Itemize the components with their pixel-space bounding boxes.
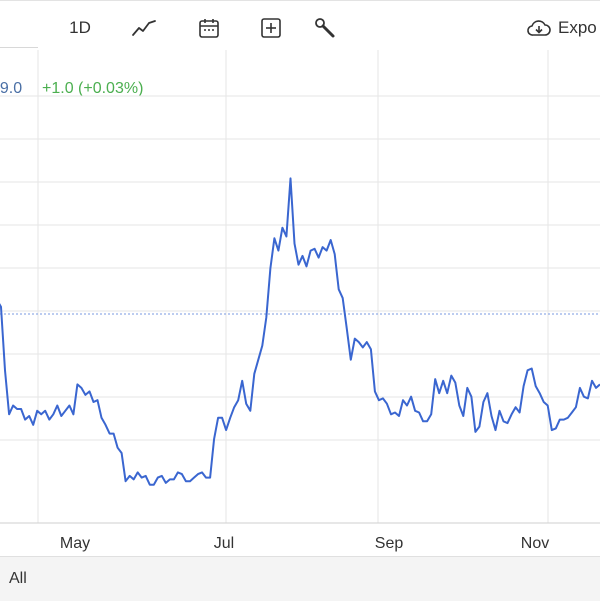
interval-label: 1D <box>69 18 91 37</box>
export-button[interactable]: Expo <box>526 10 597 46</box>
x-tick-label-may: May <box>60 535 90 552</box>
range-all-button[interactable]: All <box>9 570 27 587</box>
price-chart[interactable]: May Jul Sep Nov <box>0 0 600 556</box>
line-chart-icon <box>132 20 156 36</box>
horizontal-gridlines <box>0 95 600 441</box>
add-indicator-icon <box>261 18 281 38</box>
vertical-gridlines <box>37 50 549 523</box>
chart-type-button[interactable] <box>129 10 159 46</box>
wrench-icon <box>315 18 335 38</box>
price-series-line <box>0 177 600 486</box>
x-tick-label-nov: Nov <box>521 535 549 552</box>
toolbar-left-divider <box>0 47 38 48</box>
chart-toolbar: 1D Expo <box>0 0 600 50</box>
export-label: Expo <box>558 18 597 37</box>
date-range-button[interactable] <box>196 10 222 46</box>
calendar-icon <box>199 19 219 38</box>
x-axis-tick-labels: May Jul Sep Nov <box>60 535 549 552</box>
add-indicator-button[interactable] <box>258 10 284 46</box>
x-tick-label-jul: Jul <box>214 535 234 552</box>
x-tick-label-sep: Sep <box>375 535 404 552</box>
range-selector-bar: All <box>0 556 600 601</box>
last-price: 59.0 <box>0 80 23 97</box>
cloud-download-icon <box>527 20 551 36</box>
interval-button[interactable]: 1D <box>64 10 96 46</box>
price-change: +1.0 (+0.03%) <box>42 80 144 97</box>
top-border <box>0 0 600 1</box>
settings-button[interactable] <box>312 10 338 46</box>
